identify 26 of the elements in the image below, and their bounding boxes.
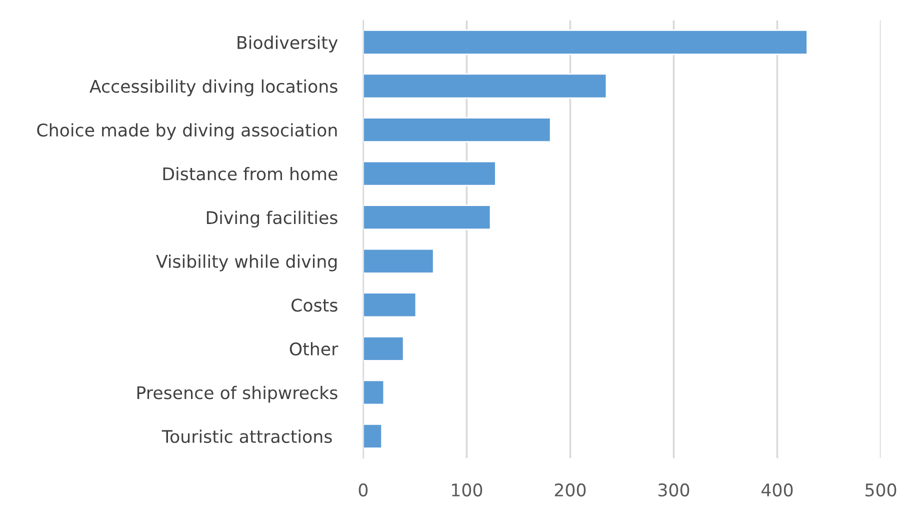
- y-tick-label: Costs: [292, 298, 338, 312]
- y-tick-label: Biodiversity: [238, 36, 338, 52]
- x-tick-label: 100: [452, 483, 482, 497]
- bar: [363, 423, 383, 449]
- y-tick-label: Accessibility diving locations: [90, 79, 338, 96]
- bar: [363, 117, 552, 143]
- x-tick-label: 400: [762, 483, 793, 497]
- bar: [363, 336, 404, 362]
- bar: [363, 204, 492, 230]
- bar: [363, 380, 385, 406]
- bar: [363, 73, 608, 99]
- y-tick-label: Presence of shipwrecks: [137, 386, 338, 403]
- x-tick-label: 500: [866, 483, 896, 497]
- y-tick-label: Distance from home: [163, 166, 338, 180]
- y-tick-label: Diving facilities: [206, 210, 338, 228]
- x-tick-label: 0: [358, 483, 368, 497]
- x-tick-label: 200: [554, 483, 586, 497]
- y-tick-label: Other: [290, 342, 338, 356]
- y-tick-label: Visibility while diving: [156, 254, 337, 272]
- y-tick-label: Touristic attractions: [162, 430, 332, 444]
- x-tick-label: 300: [658, 483, 690, 497]
- bar: [363, 248, 434, 274]
- bar: [363, 30, 808, 55]
- y-tick-label: Choice made by diving association: [37, 123, 337, 140]
- bar: [363, 292, 417, 318]
- bar: [363, 160, 496, 186]
